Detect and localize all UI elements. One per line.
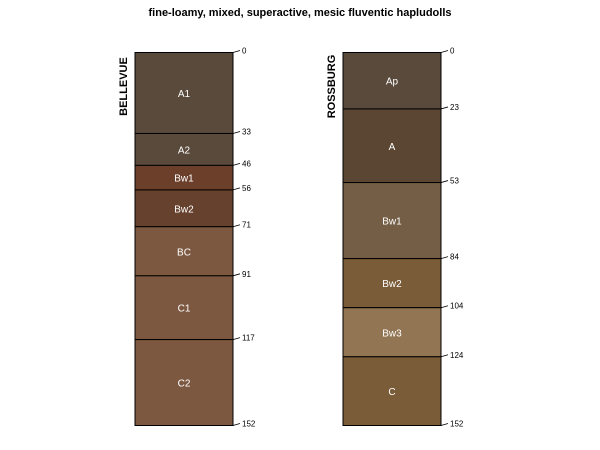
depth-tick bbox=[232, 50, 241, 53]
horizon-label: Bw1 bbox=[382, 217, 402, 228]
profiles-group: BELLEVUE A1 A2 Bw1 Bw2 BC C1 C2 0 33 46 56 71 91 117 15… bbox=[118, 47, 464, 429]
depth-label: 56 bbox=[242, 184, 251, 193]
depth-label: 84 bbox=[450, 253, 459, 262]
horizon-rect bbox=[134, 339, 234, 427]
horizon-rect bbox=[342, 258, 442, 309]
horizon-bc: BC bbox=[134, 226, 234, 277]
depth-label: 33 bbox=[242, 127, 251, 136]
depth-label: 152 bbox=[450, 420, 464, 429]
horizon-ap: Ap bbox=[342, 52, 442, 110]
depth-label: 46 bbox=[242, 159, 251, 168]
horizon-a: A bbox=[342, 108, 442, 184]
horizon-bw2: Bw2 bbox=[342, 258, 442, 309]
depth-label: 117 bbox=[242, 334, 255, 343]
profile-bellevue: BELLEVUE A1 A2 Bw1 Bw2 BC C1 C2 0 33 46 56 71 91 117 15… bbox=[118, 47, 256, 429]
horizon-label: BC bbox=[177, 247, 191, 258]
depth-label: 104 bbox=[450, 302, 464, 311]
depth-label: 53 bbox=[450, 177, 459, 186]
horizon-rect bbox=[134, 189, 234, 228]
depth-tick bbox=[440, 256, 449, 260]
depth-tick bbox=[232, 131, 241, 134]
horizon-rect bbox=[342, 307, 442, 358]
horizon-label: Bw3 bbox=[382, 328, 402, 339]
horizon-label: C1 bbox=[178, 304, 191, 315]
depth-tick bbox=[440, 50, 449, 53]
depth-label: 23 bbox=[450, 103, 459, 112]
depth-tick bbox=[232, 273, 241, 277]
depth-tick bbox=[440, 106, 449, 110]
depth-label: 152 bbox=[242, 420, 256, 429]
chart-title: fine-loamy, mixed, superactive, mesic fl… bbox=[149, 7, 452, 19]
depth-label: 91 bbox=[242, 270, 251, 279]
horizon-label: C2 bbox=[178, 379, 191, 390]
depth-label: 0 bbox=[450, 47, 455, 56]
horizon-rect bbox=[342, 182, 442, 260]
depth-tick bbox=[232, 337, 241, 340]
horizon-bw2: Bw2 bbox=[134, 189, 234, 228]
depth-label: 71 bbox=[242, 221, 251, 230]
horizon-label: Bw1 bbox=[174, 174, 194, 185]
depth-tick bbox=[232, 224, 241, 228]
depth-tick bbox=[232, 162, 241, 166]
horizon-rect bbox=[134, 132, 234, 166]
horizon-rect bbox=[134, 52, 234, 134]
depth-tick bbox=[440, 305, 449, 309]
profile-rossburg: ROSSBURG Ap A Bw1 Bw2 Bw3 C 0 23 53 84 104 124 152 bbox=[326, 47, 464, 429]
depth-tick bbox=[440, 180, 449, 183]
horizon-label: Bw2 bbox=[174, 204, 194, 215]
depth-tick bbox=[232, 423, 241, 426]
horizon-c2: C2 bbox=[134, 339, 234, 427]
depth-tick bbox=[440, 354, 449, 358]
profile-name-bellevue: BELLEVUE bbox=[118, 57, 130, 116]
horizon-a1: A1 bbox=[134, 52, 234, 134]
depth-tick bbox=[232, 187, 241, 191]
horizon-label: A1 bbox=[178, 89, 191, 100]
horizon-c: C bbox=[342, 356, 442, 426]
horizon-rect bbox=[342, 52, 442, 110]
horizon-bw3: Bw3 bbox=[342, 307, 442, 358]
depth-tick bbox=[440, 423, 449, 426]
horizon-bw1: Bw1 bbox=[134, 164, 234, 191]
horizon-rect bbox=[342, 356, 442, 426]
horizon-label: C bbox=[388, 387, 395, 398]
profile-name-rossburg: ROSSBURG bbox=[326, 55, 338, 119]
horizon-a2: A2 bbox=[134, 132, 234, 166]
horizon-label: Ap bbox=[386, 77, 399, 88]
horizon-label: A bbox=[389, 142, 396, 153]
horizon-bw1: Bw1 bbox=[342, 182, 442, 260]
depth-label: 0 bbox=[242, 47, 247, 56]
horizon-c1: C1 bbox=[134, 275, 234, 341]
horizon-rect bbox=[134, 275, 234, 341]
horizon-label: Bw2 bbox=[382, 279, 402, 290]
horizon-label: A2 bbox=[178, 145, 191, 156]
depth-label: 124 bbox=[450, 351, 464, 360]
